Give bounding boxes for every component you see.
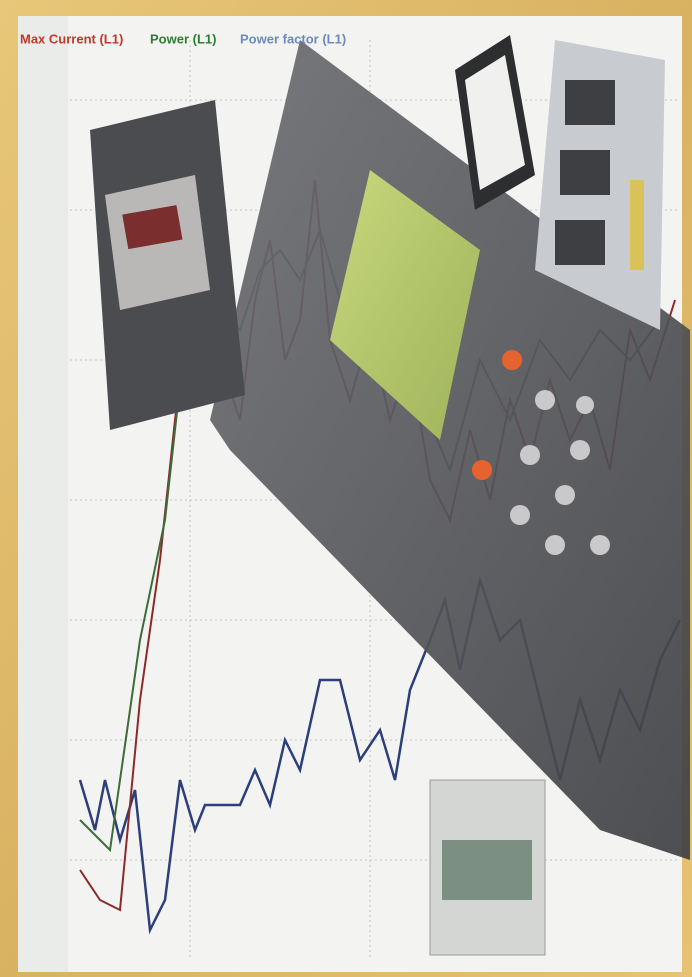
legend-label: Power factor (L1) xyxy=(240,31,346,46)
rack-display xyxy=(555,220,605,265)
rack-display xyxy=(560,150,610,195)
axis-strip xyxy=(18,16,68,972)
rack-display xyxy=(565,80,615,125)
legend-label: Power (L1) xyxy=(150,31,216,46)
page: Max Current (L1) Power (L1) Power factor… xyxy=(0,0,692,977)
din-display xyxy=(442,840,532,900)
legend-label: Max Current (L1) xyxy=(20,31,123,46)
collage: Max Current (L1) Power (L1) Power factor… xyxy=(0,0,692,977)
led xyxy=(502,350,522,370)
rack-strip xyxy=(630,180,644,270)
led xyxy=(472,460,492,480)
